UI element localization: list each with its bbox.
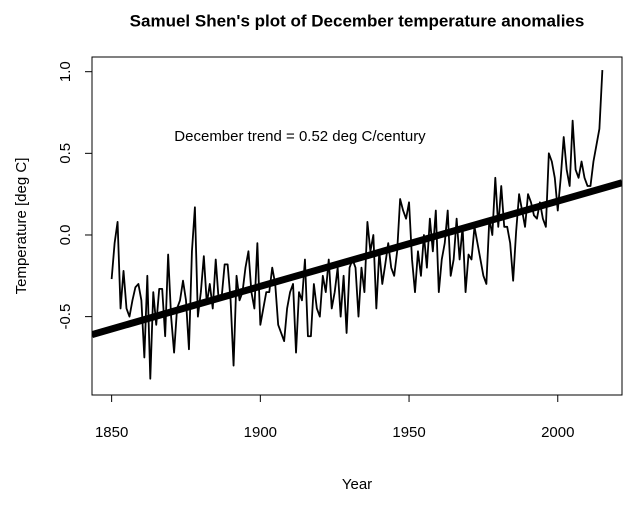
trend-line bbox=[92, 179, 622, 338]
x-tick-label: 1900 bbox=[244, 424, 277, 441]
x-tick-label: 2000 bbox=[541, 424, 574, 441]
y-tick-label: -0.5 bbox=[57, 304, 74, 330]
y-tick-label: 0.5 bbox=[57, 143, 74, 164]
plot-box bbox=[91, 56, 623, 396]
y-tick-label: 0.0 bbox=[57, 225, 74, 246]
x-tick-label: 1850 bbox=[95, 424, 128, 441]
data-line bbox=[110, 70, 604, 380]
x-axis-label: Year bbox=[342, 476, 372, 493]
x-tick-label: 1950 bbox=[392, 424, 425, 441]
y-tick-label: 1.0 bbox=[57, 61, 74, 82]
chart-title: Samuel Shen's plot of December temperatu… bbox=[130, 11, 585, 30]
annotation: December trend = 0.52 deg C/century bbox=[174, 128, 426, 145]
y-axis-label: Temperature [deg C] bbox=[13, 158, 30, 295]
